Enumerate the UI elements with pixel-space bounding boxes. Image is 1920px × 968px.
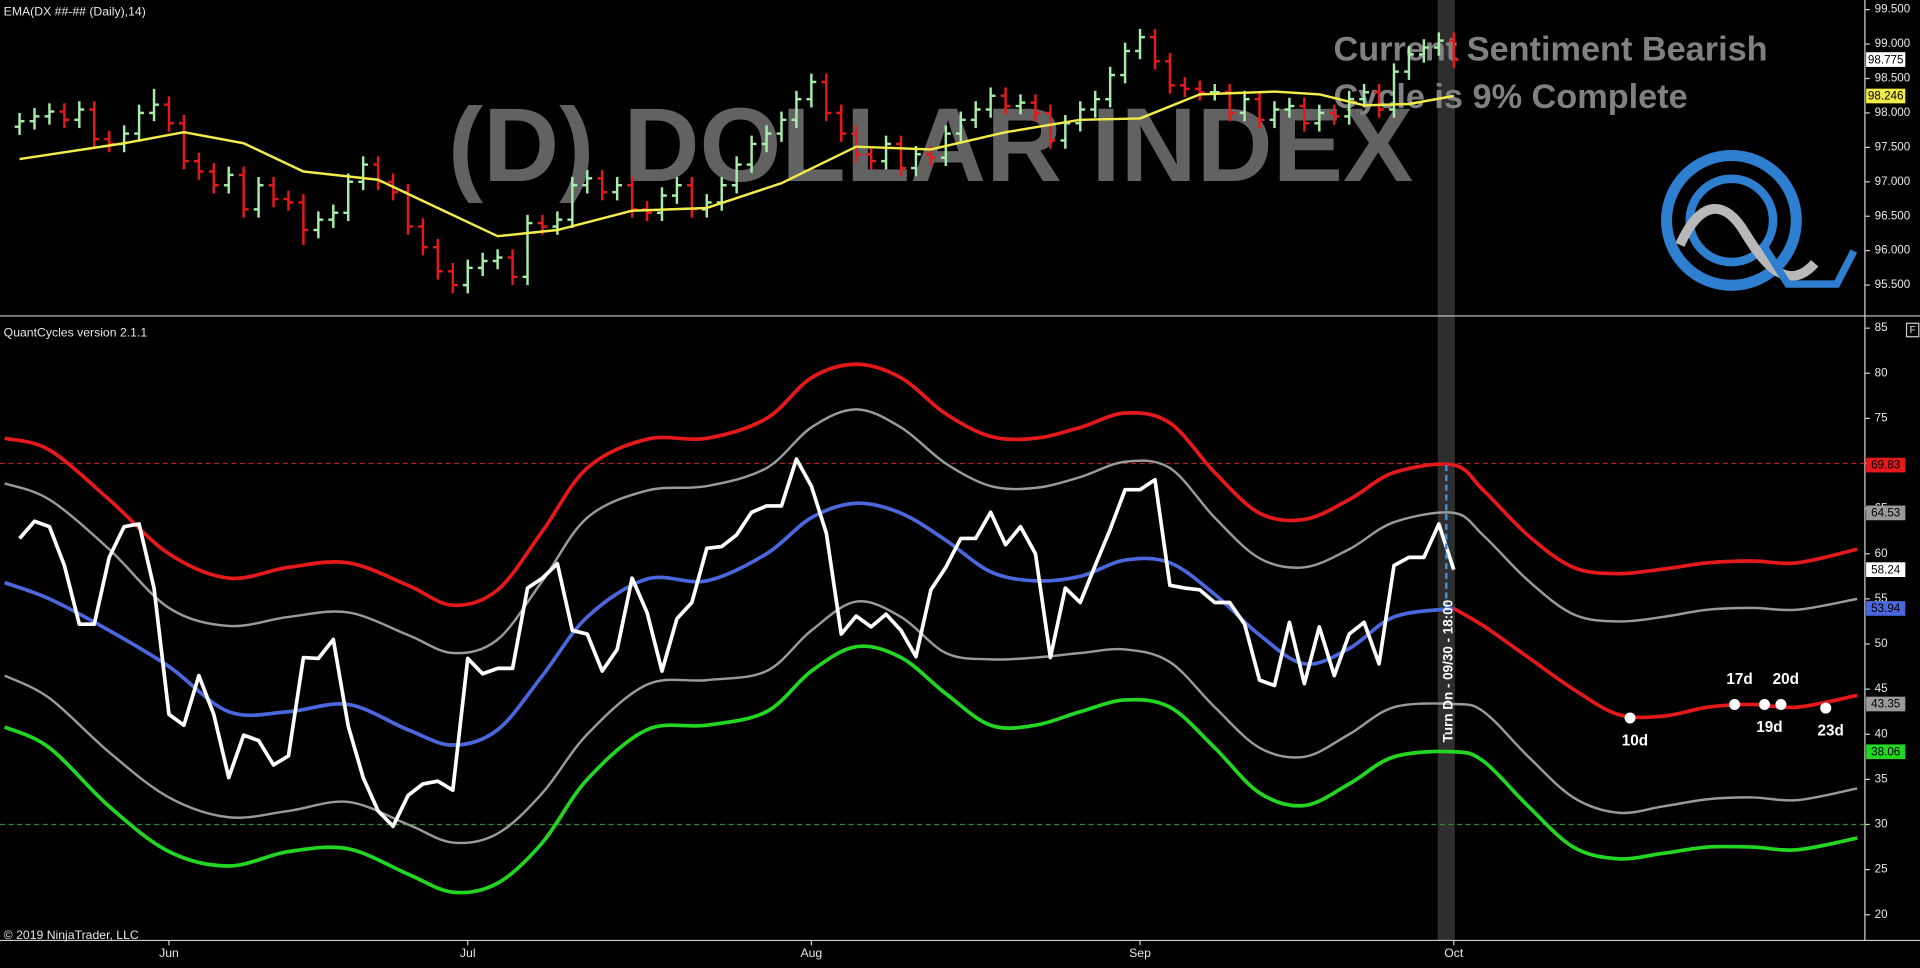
- cycle-point-label: 19d: [1756, 719, 1782, 736]
- y-tick-label: 75: [1875, 411, 1888, 424]
- cycle-readout-box: [1866, 696, 1906, 712]
- x-tick-label: Aug: [800, 946, 822, 960]
- cycle-readout-box: [1866, 562, 1906, 577]
- y-tick-label: 50: [1875, 637, 1888, 650]
- logo-ring: [1661, 150, 1802, 291]
- x-tick-label: Sep: [1129, 946, 1151, 960]
- cycle-point: [1758, 698, 1771, 710]
- x-tick-label: Jun: [159, 946, 179, 960]
- cycle-line: [1452, 606, 1858, 720]
- y-tick-label: 96.500: [1875, 209, 1911, 222]
- pane-plot: [14, 28, 1459, 294]
- sentiment-annotation: Current Sentiment Bearish: [1333, 30, 1767, 68]
- cycle-line: [4, 362, 1858, 608]
- ema-readout: 98.246: [1868, 90, 1904, 103]
- oscillator-title: QuantCycles version 2.1.1: [4, 325, 148, 339]
- cycle-point-label: 17d: [1726, 671, 1752, 688]
- cycle-readout-box: [1866, 744, 1906, 760]
- ema-line: [19, 90, 1454, 238]
- pane-button-label[interactable]: F: [1910, 325, 1916, 336]
- cycle-point: [1624, 712, 1636, 724]
- cycle-readout: 58.24: [1871, 563, 1901, 576]
- y-tick-label: 98.500: [1875, 72, 1911, 85]
- cycle-readout-box: [1866, 505, 1906, 521]
- cycle-point: [1775, 698, 1787, 710]
- cycle-point-label: 20d: [1773, 671, 1799, 688]
- cycle-point-label: 23d: [1817, 722, 1843, 739]
- y-tick-label: 98.000: [1875, 106, 1911, 119]
- pane-plot: 10d 17d 19d 20d 23d: [0, 362, 1865, 895]
- cycle-line: [18, 457, 1456, 829]
- cycle-line: [4, 408, 1858, 655]
- cycle-readout: 43.35: [1871, 698, 1900, 711]
- cycle-readout: 64.53: [1871, 507, 1900, 520]
- logo-wave: [1675, 204, 1819, 281]
- x-tick-label: Jul: [460, 946, 476, 960]
- y-tick-label: 35: [1875, 772, 1888, 785]
- y-tick-label: 97.000: [1875, 175, 1911, 188]
- y-tick-label: 80: [1875, 366, 1888, 379]
- cycle-line: [4, 600, 1858, 845]
- y-tick-label: 99.000: [1875, 37, 1911, 50]
- y-tick-label: 96.000: [1875, 244, 1911, 257]
- cycle-point: [1820, 702, 1832, 714]
- y-tick-label: 45: [1875, 682, 1888, 695]
- indicator-title: EMA(DX ##-## (Daily),14): [4, 4, 146, 18]
- y-tick-label: 20: [1875, 908, 1888, 921]
- cycle-readout: 38.06: [1871, 745, 1900, 758]
- price-readout-box: [1866, 52, 1906, 67]
- cycle-readout-box: [1866, 457, 1906, 473]
- y-tick-label: 40: [1875, 727, 1888, 740]
- y-tick-label: 95.500: [1875, 278, 1911, 291]
- ema-readout-box: [1866, 88, 1906, 104]
- logo-tail: [1760, 242, 1858, 288]
- cycle-line: [3, 644, 1858, 895]
- cycle-readout: 69.83: [1871, 459, 1900, 472]
- y-tick-label: 25: [1875, 863, 1888, 876]
- cycle-point: [1729, 698, 1741, 710]
- price-readout: 98.775: [1868, 53, 1904, 66]
- y-tick-label: 97.500: [1875, 140, 1911, 153]
- cycle-point-label: 10d: [1622, 732, 1648, 749]
- cycle-line: [4, 501, 1455, 747]
- watermark: (D) DOLLAR INDEX: [448, 87, 1413, 204]
- y-tick-label: 85: [1875, 321, 1888, 334]
- turn-label: Turn Dn - 09/30 - 18:00: [1440, 600, 1455, 743]
- logo: [1661, 150, 1858, 291]
- y-tick-label: 60: [1875, 547, 1888, 560]
- copyright: © 2019 NinjaTrader, LLC: [4, 928, 139, 942]
- y-tick-label: 30: [1875, 818, 1888, 831]
- cycle-readout: 53.94: [1871, 602, 1901, 615]
- pane-button[interactable]: [1905, 322, 1920, 338]
- cycle-readout-box: [1866, 601, 1906, 616]
- y-tick-label: 99.500: [1875, 3, 1911, 16]
- x-tick-label: Oct: [1444, 946, 1464, 960]
- cycle-annotation: Cycle is 9% Complete: [1333, 78, 1687, 116]
